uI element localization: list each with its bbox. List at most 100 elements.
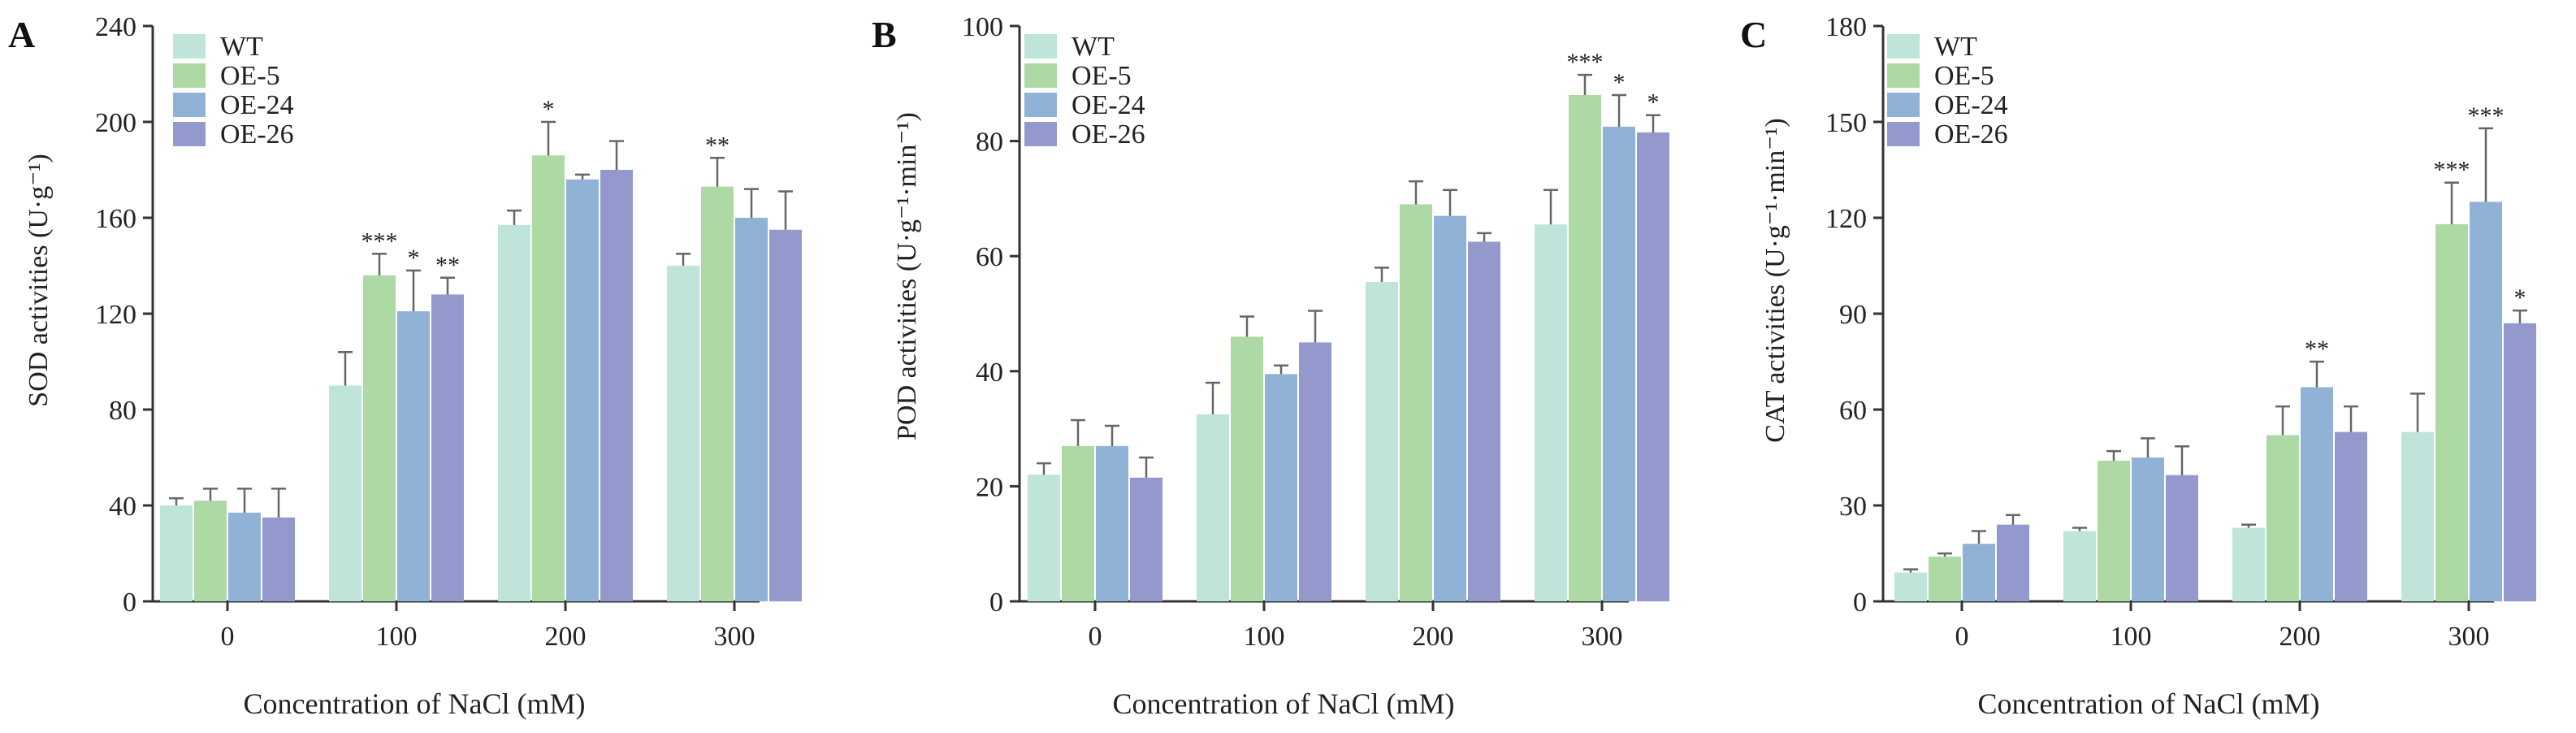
legend-swatch-oe-26 (173, 122, 206, 146)
bar-c-oe-24 (2301, 387, 2333, 601)
legend-swatch-wt (173, 34, 206, 59)
bar-b-oe-26 (1130, 477, 1162, 601)
x-tick-label-a: 200 (545, 622, 587, 652)
bar-c-oe-5 (2435, 223, 2468, 601)
bar-b-wt (1366, 282, 1398, 601)
bar-a-oe-5 (701, 186, 734, 601)
bar-c-wt (2401, 432, 2434, 601)
x-tick-label-c: 300 (2448, 622, 2490, 652)
x-tick-label-a: 0 (221, 622, 235, 652)
x-tick-label-b: 200 (1413, 622, 1454, 652)
bar-b-wt (1197, 414, 1229, 601)
bar-c-wt (1894, 572, 1927, 601)
bar-b-oe-26 (1637, 132, 1669, 602)
bar-a-wt (667, 266, 699, 601)
y-tick-label-a: 160 (95, 204, 136, 234)
legend-swatch-oe-5 (173, 63, 206, 88)
legend-label-oe-26: OE-26 (1934, 119, 2008, 150)
panel-a: A SOD activities (U·g⁻¹) Concentration o… (8, 12, 802, 720)
bar-c-oe-5 (2098, 460, 2130, 601)
bar-a-wt (498, 224, 530, 601)
legend-label-oe-24: OE-24 (1072, 90, 1145, 120)
y-tick-label-c: 30 (1839, 492, 1867, 522)
bar-a-wt (329, 385, 362, 601)
legend-label-oe-5: OE-5 (1934, 61, 1994, 91)
bar-b-oe-24 (1434, 215, 1466, 601)
bar-b-oe-26 (1468, 241, 1500, 601)
y-tick-label-c: 60 (1839, 396, 1867, 426)
significance-label-b: *** (1567, 49, 1604, 76)
bar-b-oe-24 (1603, 126, 1635, 601)
x-axis-label-c: Concentration of NaCl (mM) (1978, 687, 2320, 720)
bar-a-wt (160, 505, 193, 601)
bar-c-wt (2063, 531, 2096, 601)
bar-a-oe-5 (532, 155, 565, 602)
significance-label-c: * (2514, 284, 2526, 311)
bar-b-oe-5 (1400, 204, 1432, 602)
legend-swatch-oe-5 (1887, 63, 1920, 88)
y-tick-label-c: 0 (1853, 588, 1867, 618)
significance-label-c: *** (2468, 102, 2505, 129)
legend-swatch-oe-24 (1887, 93, 1920, 117)
legend-swatch-wt (1887, 34, 1920, 59)
bar-a-oe-24 (566, 179, 599, 602)
legend-label-oe-24: OE-24 (1934, 90, 2008, 120)
significance-label-a: ** (705, 132, 730, 158)
x-tick-label-b: 0 (1089, 622, 1102, 652)
legend-swatch-oe-26 (1024, 122, 1057, 146)
legend-swatch-wt (1024, 34, 1057, 59)
bar-a-oe-24 (735, 218, 768, 601)
y-axis-label-b: POD activities (U·g⁻¹·min⁻¹) (892, 112, 922, 440)
bar-c-oe-26 (2335, 432, 2367, 601)
bar-c-oe-26 (2166, 475, 2198, 601)
bar-c-oe-26 (2504, 323, 2536, 601)
panel-b: B POD activities (U·g⁻¹·min⁻¹) Concentra… (872, 12, 1669, 720)
significance-label-b: * (1647, 89, 1660, 116)
bar-b-oe-5 (1569, 94, 1601, 601)
panel-label-b: B (872, 14, 897, 55)
bar-c-oe-5 (1929, 556, 1961, 601)
y-axis-label-a: SOD activities (U·g⁻¹) (24, 154, 54, 406)
significance-label-a: *** (362, 228, 398, 254)
legend-label-oe-26: OE-26 (220, 119, 294, 150)
legend-swatch-oe-24 (173, 93, 206, 117)
y-tick-label-a: 40 (109, 492, 136, 522)
legend-label-oe-26: OE-26 (1072, 119, 1145, 150)
bar-c-oe-5 (2266, 435, 2299, 601)
x-axis-label-a: Concentration of NaCl (mM) (244, 687, 586, 720)
bar-b-oe-5 (1062, 445, 1094, 601)
bar-a-oe-24 (228, 512, 261, 601)
legend-label-wt: WT (1072, 32, 1115, 62)
bar-c-oe-24 (2132, 458, 2164, 601)
legend-swatch-oe-26 (1887, 122, 1920, 146)
y-tick-label-a: 240 (95, 12, 136, 42)
bar-a-oe-5 (363, 275, 396, 601)
x-tick-label-a: 100 (376, 622, 418, 652)
x-tick-label-a: 300 (714, 622, 755, 652)
legend-label-oe-5: OE-5 (1072, 61, 1132, 91)
bar-b-oe-5 (1231, 336, 1263, 601)
panel-label-a: A (8, 14, 35, 55)
y-tick-label-c: 90 (1839, 300, 1867, 330)
bar-c-oe-26 (1997, 524, 2029, 601)
y-tick-label-c: 150 (1825, 108, 1867, 138)
y-tick-label-c: 180 (1825, 12, 1867, 42)
y-tick-label-c: 120 (1825, 204, 1867, 234)
y-tick-label-b: 80 (976, 128, 1003, 158)
bar-a-oe-26 (769, 229, 802, 601)
legend-label-oe-24: OE-24 (220, 90, 294, 120)
bar-c-oe-24 (2470, 202, 2502, 602)
bar-b-oe-24 (1096, 445, 1128, 601)
y-tick-label-a: 80 (109, 396, 136, 426)
bar-a-oe-26 (431, 294, 464, 601)
bar-b-wt (1028, 475, 1060, 601)
y-tick-label-a: 0 (123, 588, 136, 618)
significance-label-b: * (1613, 69, 1626, 96)
significance-label-a: ** (435, 252, 460, 279)
bar-b-wt (1535, 224, 1567, 601)
legend-label-wt: WT (1934, 32, 1977, 62)
